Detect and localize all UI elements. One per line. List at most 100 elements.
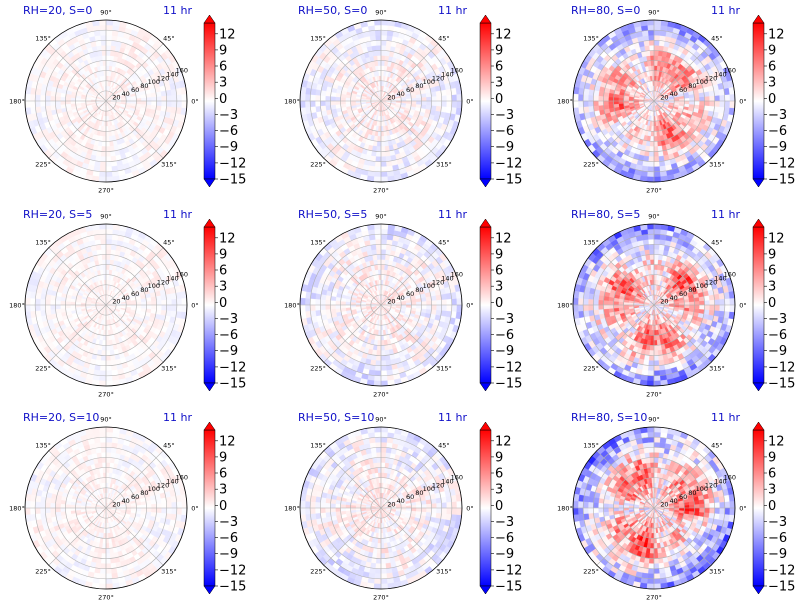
heatmap-cell bbox=[105, 141, 111, 147]
angle-tick-label: 0° bbox=[191, 302, 198, 310]
heatmap-cell bbox=[647, 24, 655, 31]
heatmap-cell bbox=[105, 161, 112, 167]
heatmap-cell bbox=[650, 131, 655, 137]
heatmap-cell bbox=[647, 171, 655, 178]
heatmap-cell bbox=[729, 100, 736, 109]
heatmap-cell bbox=[378, 126, 382, 132]
radial-tick-label: 40 bbox=[122, 90, 130, 98]
heatmap-cell bbox=[105, 370, 113, 377]
heatmap-cell bbox=[105, 156, 112, 162]
heatmap-cell bbox=[34, 298, 41, 306]
heatmap-cell bbox=[401, 100, 407, 104]
heatmap-cell bbox=[171, 298, 178, 306]
heatmap-cell bbox=[345, 97, 351, 102]
heatmap-cell bbox=[582, 100, 589, 108]
heatmap-cell bbox=[101, 146, 107, 152]
heatmap-cell bbox=[55, 92, 62, 98]
heatmap-cell bbox=[373, 176, 382, 183]
radial-tick-label: 20 bbox=[112, 94, 120, 102]
heatmap-cell bbox=[80, 302, 86, 306]
heatmap-cell bbox=[105, 35, 112, 41]
heatmap-cell bbox=[150, 104, 157, 110]
heatmap-cell bbox=[653, 156, 660, 162]
heatmap-cell bbox=[421, 96, 427, 102]
heatmap-cell bbox=[304, 100, 311, 108]
angle-tick-label: 0° bbox=[191, 98, 198, 106]
heatmap-cell bbox=[141, 97, 147, 102]
heatmap-cell bbox=[97, 145, 103, 152]
colorbar-tick-label: 12 bbox=[768, 27, 785, 42]
heatmap-cell bbox=[335, 96, 341, 102]
heatmap-cell bbox=[653, 75, 657, 81]
heatmap-cell bbox=[105, 55, 111, 61]
heatmap-cell bbox=[55, 100, 61, 106]
heatmap-cell bbox=[456, 100, 463, 109]
heatmap-cell bbox=[653, 24, 661, 31]
heatmap-cell bbox=[101, 50, 107, 56]
heatmap-cell bbox=[653, 45, 660, 51]
heatmap-cell bbox=[646, 135, 652, 142]
colorbar-tick-label: −15 bbox=[219, 377, 246, 392]
heatmap-cell bbox=[105, 60, 110, 66]
polar-panel: 0°45°90°135°180°225°270°315°20 40 60 80 1001… bbox=[9, 4, 246, 195]
heatmap-cell bbox=[100, 151, 107, 157]
heatmap-cell bbox=[373, 135, 379, 142]
colorbar-extend-min bbox=[479, 178, 492, 188]
heatmap-cell bbox=[603, 92, 610, 98]
heatmap-cell bbox=[105, 239, 112, 245]
heatmap-cell bbox=[105, 75, 109, 81]
heatmap-cell bbox=[719, 94, 726, 102]
heatmap-cell bbox=[151, 96, 157, 102]
heatmap-cell bbox=[45, 299, 51, 306]
heatmap-cell bbox=[653, 55, 659, 61]
colorbar-extend-min bbox=[203, 178, 216, 188]
angle-tick-label: 315° bbox=[161, 364, 177, 372]
heatmap-cell bbox=[45, 304, 51, 311]
angle-tick-label: 315° bbox=[709, 160, 725, 168]
heatmap-cell bbox=[380, 166, 388, 173]
heatmap-cell bbox=[330, 100, 336, 106]
colorbar-extend-max bbox=[479, 14, 492, 24]
heatmap-cell bbox=[126, 304, 132, 308]
colorbar-tick-label: −9 bbox=[219, 344, 238, 359]
heatmap-cell bbox=[105, 279, 109, 285]
heatmap-cell bbox=[653, 151, 660, 157]
heatmap-cell bbox=[105, 365, 112, 371]
heatmap-cell bbox=[644, 150, 650, 157]
heatmap-cell bbox=[653, 136, 658, 142]
heatmap-cell bbox=[645, 145, 651, 152]
colorbar-tick-label: 3 bbox=[768, 76, 776, 91]
polar-panel: 0°45°90°135°180°225°270°315°20 40 60 80 1001… bbox=[9, 208, 246, 399]
heatmap-cell bbox=[98, 176, 107, 183]
heatmap-cell bbox=[105, 19, 114, 26]
colorbar-gradient bbox=[203, 22, 216, 180]
heatmap-cell bbox=[572, 100, 579, 109]
heatmap-cell bbox=[161, 100, 167, 107]
heatmap-cell bbox=[372, 145, 378, 152]
heatmap-cell bbox=[593, 100, 599, 107]
heatmap-cell bbox=[105, 40, 112, 46]
heatmap-cell bbox=[60, 296, 67, 302]
heatmap-cell bbox=[380, 136, 385, 142]
heatmap-cell bbox=[340, 100, 346, 105]
angle-tick-label: 315° bbox=[436, 160, 452, 168]
heatmap-cell bbox=[376, 50, 382, 56]
heatmap-cell bbox=[694, 96, 700, 102]
heatmap-cell bbox=[166, 299, 172, 306]
heatmap-cell bbox=[101, 345, 107, 351]
heatmap-cell bbox=[657, 55, 663, 62]
heatmap-cell bbox=[431, 100, 437, 107]
heatmap-cell bbox=[451, 100, 458, 108]
heatmap-cell bbox=[60, 300, 66, 306]
heatmap-cell bbox=[105, 244, 112, 250]
heatmap-cell bbox=[40, 95, 46, 102]
radial-tick-label: 60 bbox=[406, 86, 414, 94]
heatmap-cell bbox=[406, 100, 412, 104]
heatmap-cell bbox=[380, 161, 387, 167]
heatmap-cell bbox=[140, 307, 147, 313]
heatmap-cell bbox=[156, 304, 162, 311]
heatmap-cell bbox=[380, 50, 386, 56]
heatmap-cell bbox=[340, 93, 347, 99]
heatmap-cell bbox=[109, 50, 115, 57]
colorbar-tick-label: 12 bbox=[219, 27, 236, 42]
